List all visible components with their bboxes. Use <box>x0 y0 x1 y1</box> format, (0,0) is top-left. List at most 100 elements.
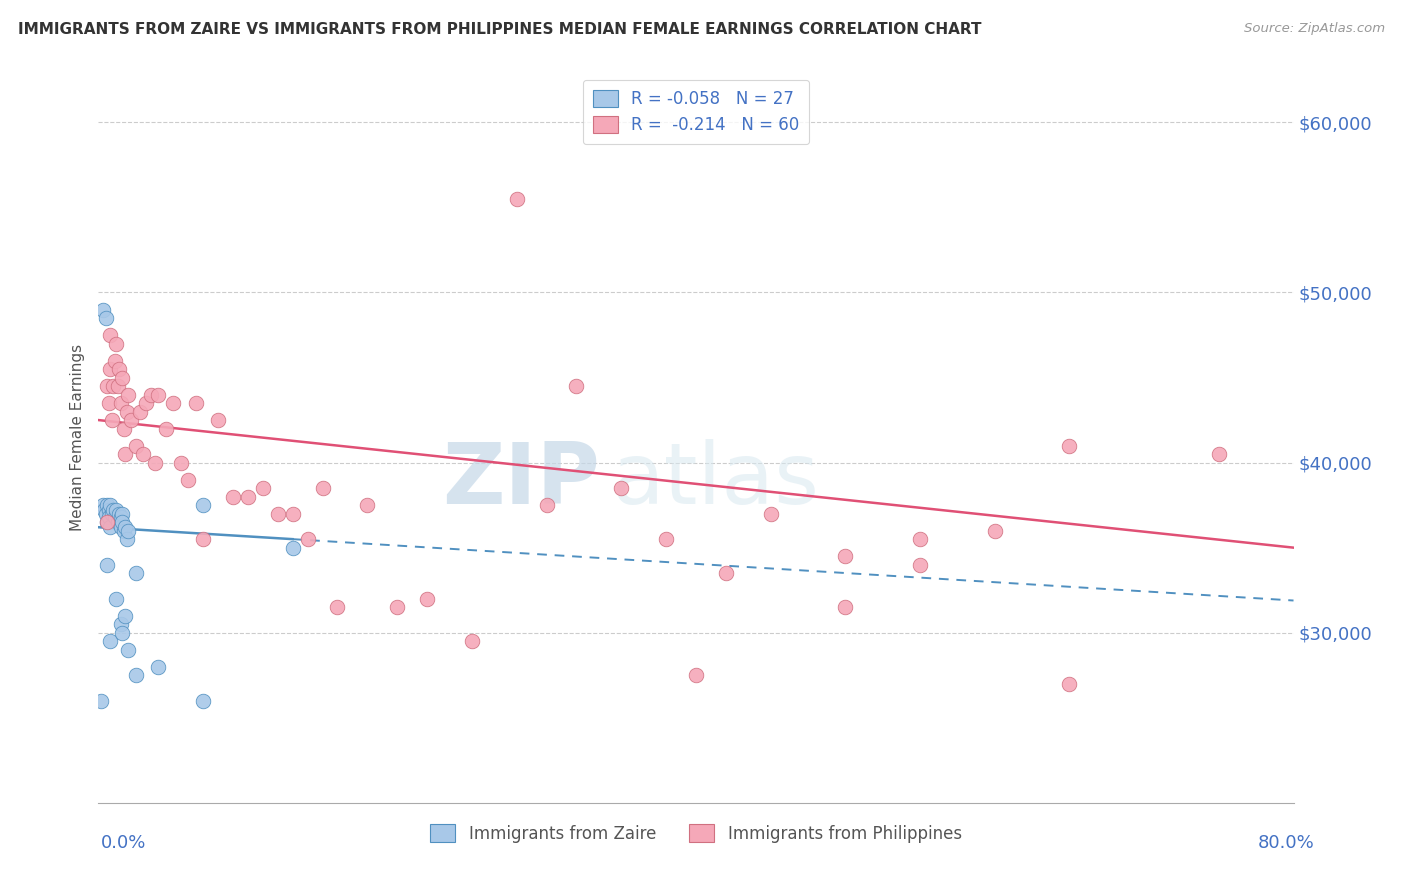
Point <box>267 507 290 521</box>
Point <box>96 379 118 393</box>
Point <box>191 532 214 546</box>
Point <box>120 413 142 427</box>
Point <box>135 396 157 410</box>
Point <box>117 642 139 657</box>
Point <box>98 328 122 343</box>
Text: atlas: atlas <box>613 440 820 523</box>
Point <box>98 362 122 376</box>
Point <box>115 532 138 546</box>
Point <box>714 566 737 581</box>
Point <box>110 396 132 410</box>
Point <box>115 404 138 418</box>
Point <box>506 192 529 206</box>
Point <box>101 507 124 521</box>
Point <box>908 532 931 546</box>
Point <box>97 396 120 410</box>
Point <box>1208 447 1230 461</box>
Point <box>117 524 139 538</box>
Point <box>91 498 114 512</box>
Point <box>103 379 125 393</box>
Point <box>114 447 136 461</box>
Point <box>108 507 131 521</box>
Point <box>111 515 134 529</box>
Point <box>111 507 134 521</box>
Point <box>103 503 125 517</box>
Point <box>94 507 117 521</box>
Point <box>125 668 148 682</box>
Point <box>112 524 135 538</box>
Text: 0.0%: 0.0% <box>101 834 146 852</box>
Point <box>191 498 214 512</box>
Point <box>297 532 319 546</box>
Point <box>184 396 207 410</box>
Text: Source: ZipAtlas.com: Source: ZipAtlas.com <box>1244 22 1385 36</box>
Point <box>685 668 707 682</box>
Point <box>110 510 132 524</box>
Point <box>104 510 127 524</box>
Point <box>610 481 633 495</box>
Point <box>104 353 127 368</box>
Point <box>125 439 148 453</box>
Text: 80.0%: 80.0% <box>1258 834 1315 852</box>
Point <box>96 515 118 529</box>
Point <box>1059 677 1081 691</box>
Point <box>191 694 214 708</box>
Point <box>97 510 120 524</box>
Point <box>96 558 118 572</box>
Point <box>281 541 304 555</box>
Point <box>93 503 115 517</box>
Point <box>105 503 128 517</box>
Point <box>105 336 128 351</box>
Point <box>110 617 132 632</box>
Point <box>96 498 118 512</box>
Point <box>108 362 131 376</box>
Point <box>107 379 129 393</box>
Point <box>143 456 166 470</box>
Point <box>110 520 132 534</box>
Text: IMMIGRANTS FROM ZAIRE VS IMMIGRANTS FROM PHILIPPINES MEDIAN FEMALE EARNINGS CORR: IMMIGRANTS FROM ZAIRE VS IMMIGRANTS FROM… <box>18 22 981 37</box>
Point <box>98 498 122 512</box>
Point <box>114 608 136 623</box>
Point <box>169 456 191 470</box>
Legend: Immigrants from Zaire, Immigrants from Philippines: Immigrants from Zaire, Immigrants from P… <box>423 818 969 849</box>
Point <box>98 634 122 648</box>
Point <box>252 481 274 495</box>
Point <box>162 396 184 410</box>
Y-axis label: Median Female Earnings: Median Female Earnings <box>70 343 86 531</box>
Point <box>117 387 139 401</box>
Point <box>984 524 1007 538</box>
Point <box>91 302 114 317</box>
Point <box>94 311 117 326</box>
Point <box>655 532 678 546</box>
Point <box>114 520 136 534</box>
Point <box>111 625 134 640</box>
Point <box>148 387 170 401</box>
Point <box>356 498 378 512</box>
Point <box>207 413 229 427</box>
Point <box>105 591 128 606</box>
Point <box>177 473 200 487</box>
Point <box>236 490 259 504</box>
Point <box>908 558 931 572</box>
Point <box>834 600 856 615</box>
Point <box>326 600 349 615</box>
Text: ZIP: ZIP <box>443 440 600 523</box>
Point <box>416 591 439 606</box>
Point <box>107 515 129 529</box>
Point <box>97 503 120 517</box>
Point <box>148 659 170 673</box>
Point <box>132 447 155 461</box>
Point <box>759 507 782 521</box>
Point <box>536 498 558 512</box>
Point <box>112 421 135 435</box>
Point <box>139 387 162 401</box>
Point <box>101 413 124 427</box>
Point <box>565 379 588 393</box>
Point <box>461 634 484 648</box>
Point <box>222 490 245 504</box>
Point <box>96 515 118 529</box>
Point <box>834 549 856 563</box>
Point <box>155 421 177 435</box>
Point <box>111 370 134 384</box>
Point <box>90 694 112 708</box>
